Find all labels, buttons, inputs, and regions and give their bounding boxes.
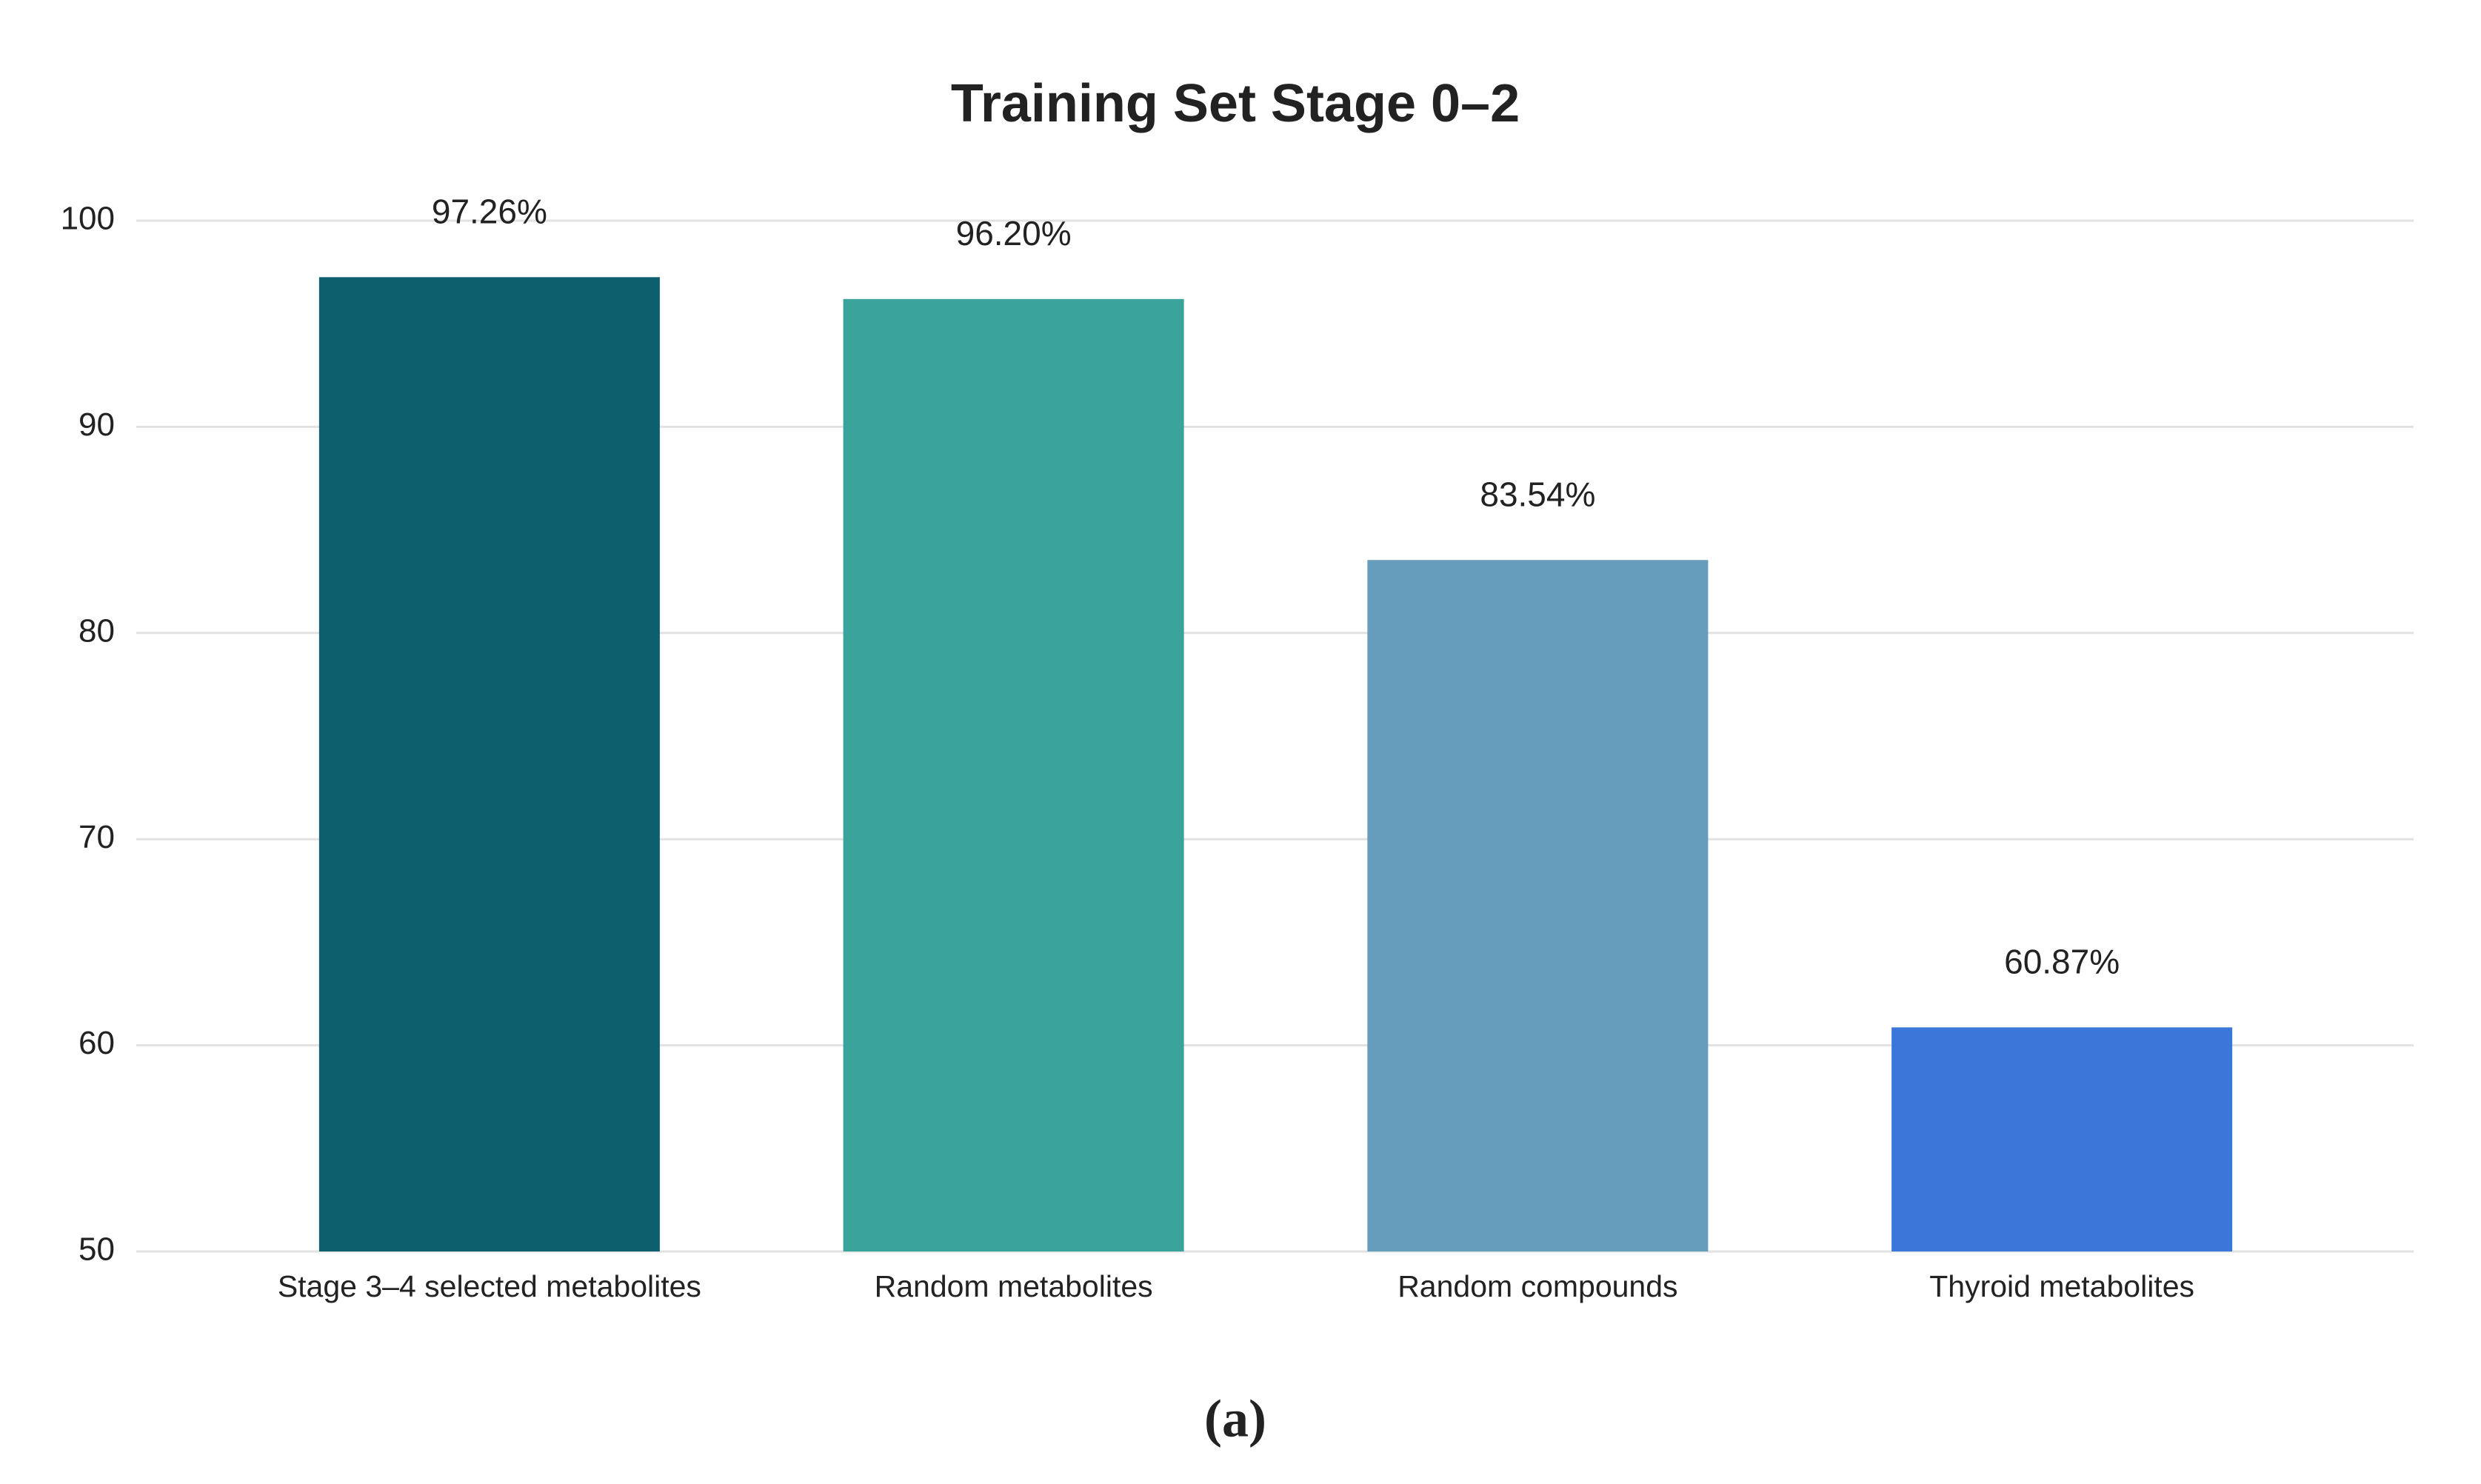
y-tick-label: 90	[79, 407, 115, 443]
caption: (a)	[1204, 1389, 1266, 1448]
x-tick-label: Random compounds	[1398, 1269, 1677, 1303]
y-tick-label: 80	[79, 612, 115, 649]
x-tick-label: Random metabolites	[875, 1269, 1153, 1303]
y-tick-label: 50	[79, 1231, 115, 1268]
value-label: 97.26%	[432, 192, 547, 230]
bar	[1367, 560, 1709, 1251]
x-tick-label: Thyroid metabolites	[1929, 1269, 2194, 1303]
y-tick-label: 60	[79, 1025, 115, 1061]
chart-title: Training Set Stage 0–2	[951, 74, 1520, 133]
value-label: 83.54%	[1480, 475, 1595, 513]
value-label: 96.20%	[956, 214, 1072, 253]
bar	[843, 298, 1184, 1251]
bar	[318, 277, 660, 1251]
y-tick-label: 100	[61, 201, 115, 237]
y-tick-label: 70	[79, 819, 115, 855]
value-label: 60.87%	[2004, 943, 2120, 981]
x-tick-label: Stage 3–4 selected metabolites	[278, 1269, 701, 1303]
bar	[1891, 1027, 2233, 1251]
